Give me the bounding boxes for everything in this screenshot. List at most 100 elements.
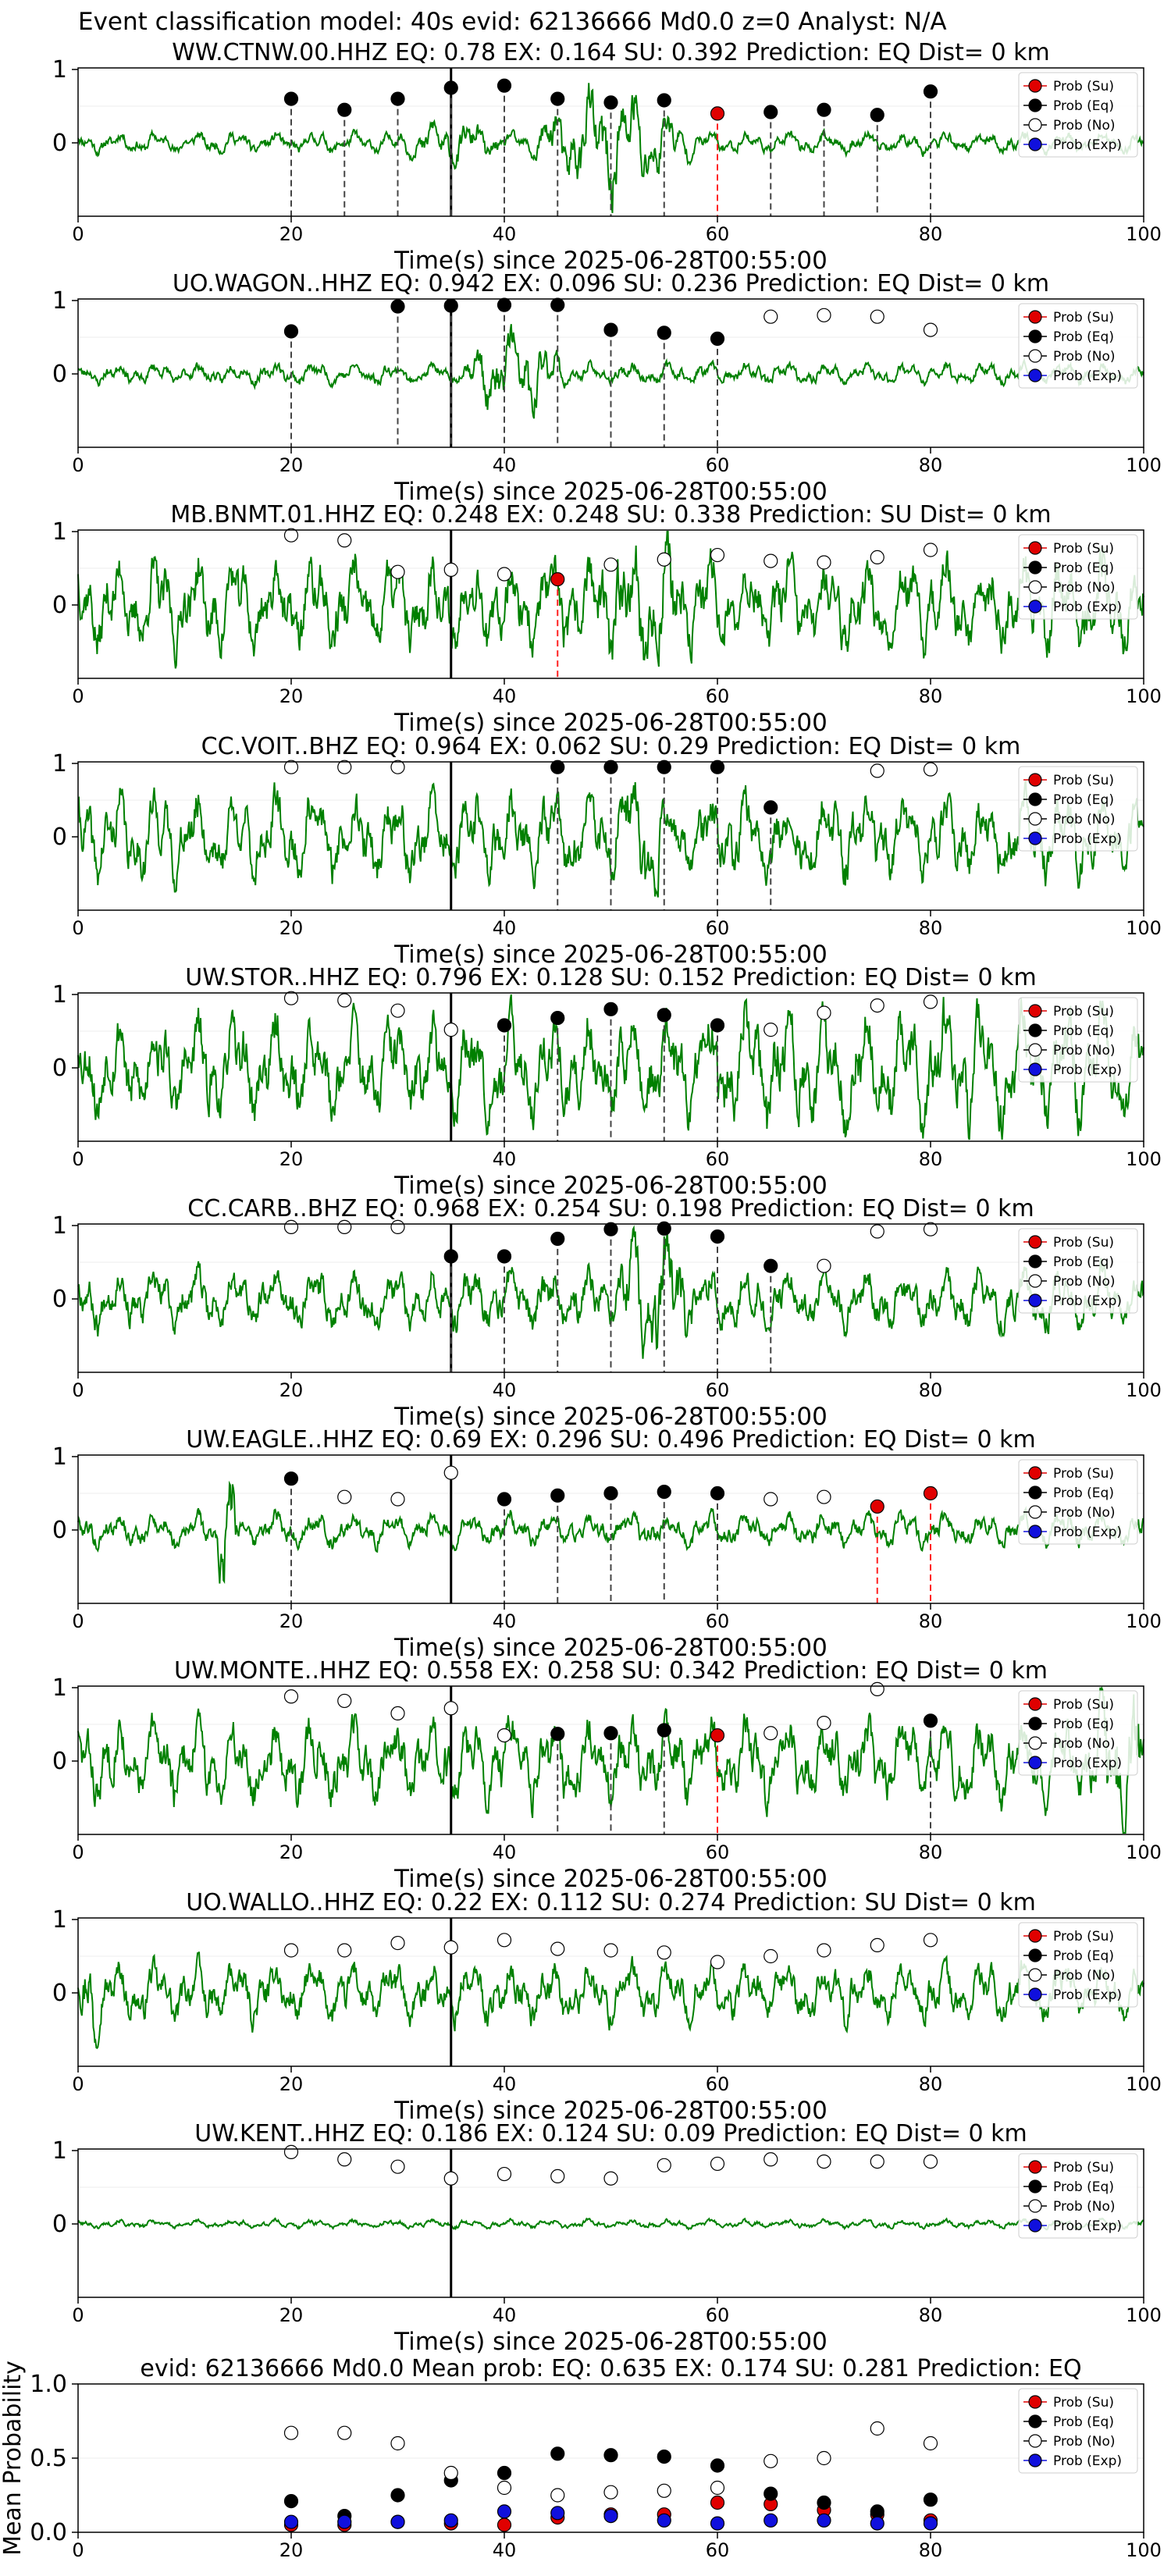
mean-point-exp [443, 2513, 458, 2528]
prob-point-no [283, 991, 299, 1005]
prob-point-no [497, 567, 512, 582]
legend-marker-exp [1028, 137, 1042, 151]
x-tick-label: 40 [493, 917, 517, 939]
legend-marker-eq [1028, 2414, 1042, 2428]
prob-point-no [817, 1943, 831, 1958]
panel-5: UW.STOR..HHZ EQ: 0.796 EX: 0.128 SU: 0.1… [52, 964, 1162, 1200]
legend-label-su: Prob (Su) [1053, 310, 1114, 326]
legend-label-exp: Prob (Exp) [1053, 2218, 1122, 2234]
legend-marker-exp [1028, 600, 1042, 614]
legend-label-exp: Prob (Exp) [1053, 137, 1122, 153]
prob-point-no [817, 1005, 831, 1020]
y-tick-label: 0 [52, 361, 67, 388]
axes-frame [77, 1454, 1144, 1604]
prob-point-eq [550, 1010, 565, 1026]
prob-point-eq [657, 1221, 671, 1236]
prob-point-no [710, 2156, 725, 2172]
legend-box [1018, 1459, 1138, 1545]
legend-label-no: Prob (No) [1053, 118, 1116, 133]
legend-label-eq: Prob (Eq) [1053, 1948, 1114, 1964]
prob-point-eq [497, 297, 512, 312]
legend-marker-exp [1028, 1293, 1042, 1308]
prob-point-no [497, 1728, 512, 1743]
prob-point-no [390, 2159, 405, 2174]
prob-point-su [870, 1499, 884, 1514]
y-tick-label: 0 [52, 130, 67, 157]
prob-point-no [443, 562, 458, 577]
panel-1: WW.CTNW.00.HHZ EQ: 0.78 EX: 0.164 SU: 0.… [52, 39, 1162, 275]
x-tick-label: 80 [919, 1379, 943, 1401]
legend-marker-exp [1028, 1756, 1042, 1770]
x-axis-label: Time(s) since 2025-06-28T00:55:00 [393, 1172, 828, 1200]
prob-point-no [710, 1955, 725, 1969]
mean-point-no [443, 2465, 458, 2481]
legend-label-eq: Prob (Eq) [1053, 329, 1114, 345]
prob-point-no [763, 1948, 778, 1964]
y-tick-label: 0 [52, 1286, 67, 1313]
legend-label-no: Prob (No) [1053, 2199, 1116, 2215]
prob-point-no [923, 543, 938, 557]
legend-label-no: Prob (No) [1053, 1505, 1116, 1521]
legend-label-eq: Prob (Eq) [1053, 792, 1114, 808]
x-tick-label: 60 [706, 1379, 730, 1401]
legend-marker-exp [1028, 2218, 1042, 2233]
prob-point-eq [603, 1726, 618, 1741]
x-tick-label: 40 [493, 2539, 517, 2561]
y-tick-label: 0 [52, 1980, 67, 2007]
x-tick-label: 40 [493, 454, 517, 476]
y-axis-label: Mean Probability [0, 2361, 27, 2556]
x-tick-label: 60 [706, 1841, 730, 1863]
legend-label-no: Prob (No) [1053, 1274, 1116, 1290]
prob-point-no [763, 309, 778, 324]
legend-box [1018, 997, 1138, 1083]
legend-label-su: Prob (Su) [1053, 2160, 1114, 2176]
y-tick-label: 1 [52, 981, 67, 1009]
legend-marker-eq [1028, 98, 1042, 112]
legend-label-exp: Prob (Exp) [1053, 1756, 1122, 1771]
prob-point-no [923, 1222, 938, 1236]
waveform-trace [77, 83, 1144, 214]
panel-9: UO.WALLO..HHZ EQ: 0.22 EX: 0.112 SU: 0.2… [52, 1889, 1162, 2125]
prob-point-no [870, 309, 884, 324]
prob-point-no [390, 760, 405, 774]
x-tick-label: 20 [279, 223, 304, 245]
prob-point-no [603, 557, 618, 572]
x-axis-label: Time(s) since 2025-06-28T00:55:00 [393, 247, 828, 275]
mean-point-exp [497, 2504, 512, 2519]
x-tick-label: 20 [279, 2304, 304, 2326]
prob-point-no [443, 1465, 458, 1480]
prob-point-no [763, 2152, 778, 2167]
panel-7: UW.EAGLE..HHZ EQ: 0.69 EX: 0.296 SU: 0.4… [52, 1426, 1162, 1662]
prob-point-no [870, 1224, 884, 1239]
legend-marker-su [1028, 1929, 1042, 1943]
legend-label-no: Prob (No) [1053, 1736, 1116, 1752]
x-tick-label: 0 [72, 1841, 84, 1863]
x-tick-label: 80 [919, 2304, 943, 2326]
axes-frame [77, 1685, 1144, 1835]
mean-point-no [710, 2480, 725, 2496]
x-tick-label: 60 [706, 1148, 730, 1170]
legend-label-exp: Prob (Exp) [1053, 368, 1122, 384]
legend-marker-no [1028, 2199, 1042, 2213]
axes-frame [77, 67, 1144, 217]
x-tick-label: 100 [1126, 917, 1162, 939]
axes-frame [77, 1223, 1144, 1373]
mean-point-no [603, 2485, 618, 2500]
prob-point-no [283, 528, 299, 543]
mean-point-eq [870, 2504, 884, 2519]
legend-marker-no [1028, 1043, 1042, 1057]
mean-point-exp [710, 2516, 725, 2531]
x-tick-label: 0 [72, 1610, 84, 1632]
x-tick-label: 40 [493, 1610, 517, 1632]
legend-marker-su [1028, 1466, 1042, 1480]
prob-point-eq [550, 91, 565, 106]
legend-marker-no [1028, 349, 1042, 363]
legend-marker-exp [1028, 831, 1042, 845]
mean-point-no [657, 2483, 671, 2498]
legend-label-eq: Prob (Eq) [1053, 1717, 1114, 1732]
prob-point-no [443, 2171, 458, 2186]
prob-point-no [923, 762, 938, 777]
x-tick-label: 80 [919, 1610, 943, 1632]
prob-point-no [763, 1023, 778, 1037]
legend-label-exp: Prob (Exp) [1053, 1062, 1122, 1078]
